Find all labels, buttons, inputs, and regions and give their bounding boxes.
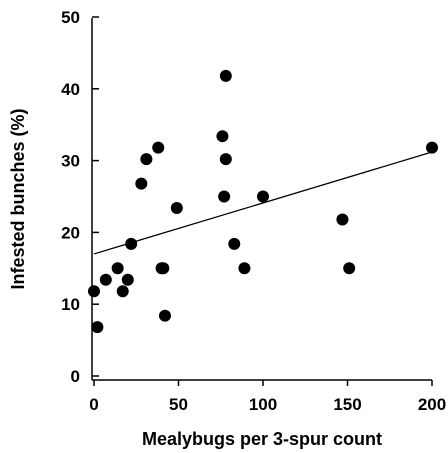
data-point bbox=[158, 309, 171, 322]
data-point bbox=[91, 321, 104, 334]
data-point bbox=[216, 130, 229, 143]
data-point bbox=[257, 190, 269, 203]
x-tick-label: 50 bbox=[169, 395, 188, 414]
y-tick-label: 0 bbox=[71, 367, 80, 386]
data-point bbox=[116, 285, 129, 298]
y-tick-label: 30 bbox=[61, 152, 80, 171]
x-tick-label: 200 bbox=[418, 395, 446, 414]
data-point bbox=[343, 262, 356, 275]
data-point bbox=[88, 285, 100, 298]
data-point bbox=[140, 153, 153, 166]
y-tick-label: 40 bbox=[61, 80, 80, 99]
y-tick-label: 50 bbox=[61, 8, 80, 27]
data-point bbox=[219, 69, 232, 82]
data-point bbox=[121, 273, 134, 286]
data-point bbox=[426, 141, 438, 154]
data-point bbox=[152, 141, 165, 154]
x-axis-title: Mealybugs per 3-spur count bbox=[142, 429, 382, 449]
axes bbox=[91, 18, 432, 381]
data-point bbox=[218, 190, 231, 203]
y-axis-title: Infested bunches (%) bbox=[8, 108, 28, 289]
data-point bbox=[336, 213, 349, 226]
ticks: 0 10 20 30 40 50 0 50 100 150 200 bbox=[61, 8, 446, 414]
y-tick-label: 10 bbox=[61, 295, 80, 314]
x-tick-label: 0 bbox=[89, 395, 98, 414]
data-point bbox=[99, 273, 112, 286]
data-point bbox=[157, 262, 170, 275]
trendline bbox=[93, 151, 433, 255]
data-points bbox=[88, 69, 438, 334]
data-point bbox=[170, 201, 183, 214]
data-point bbox=[111, 262, 124, 275]
data-point bbox=[135, 177, 148, 190]
x-tick-label: 150 bbox=[333, 395, 361, 414]
x-tick-label: 100 bbox=[249, 395, 277, 414]
y-tick-label: 20 bbox=[61, 223, 80, 242]
trendline-group bbox=[93, 151, 433, 255]
data-point bbox=[228, 237, 241, 250]
data-point bbox=[238, 262, 251, 275]
data-point bbox=[125, 237, 138, 250]
data-point bbox=[219, 153, 232, 166]
